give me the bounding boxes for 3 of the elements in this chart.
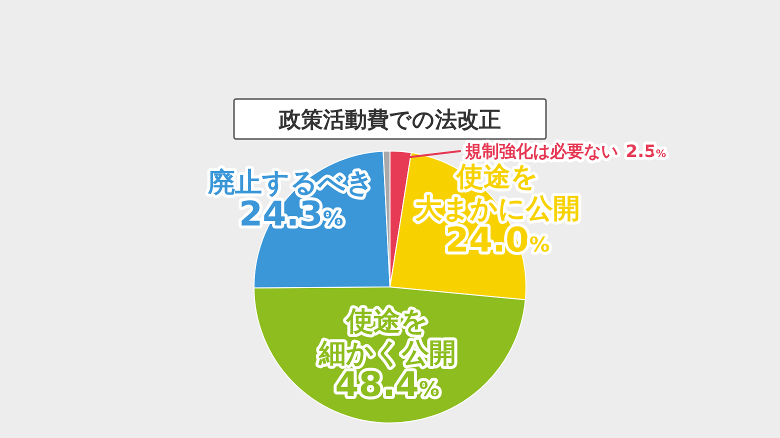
slice-label: 規制強化は必要ない: [464, 142, 618, 162]
chart-title: 政策活動費での法改正: [278, 108, 501, 133]
data-label: 2.5%: [626, 142, 666, 162]
